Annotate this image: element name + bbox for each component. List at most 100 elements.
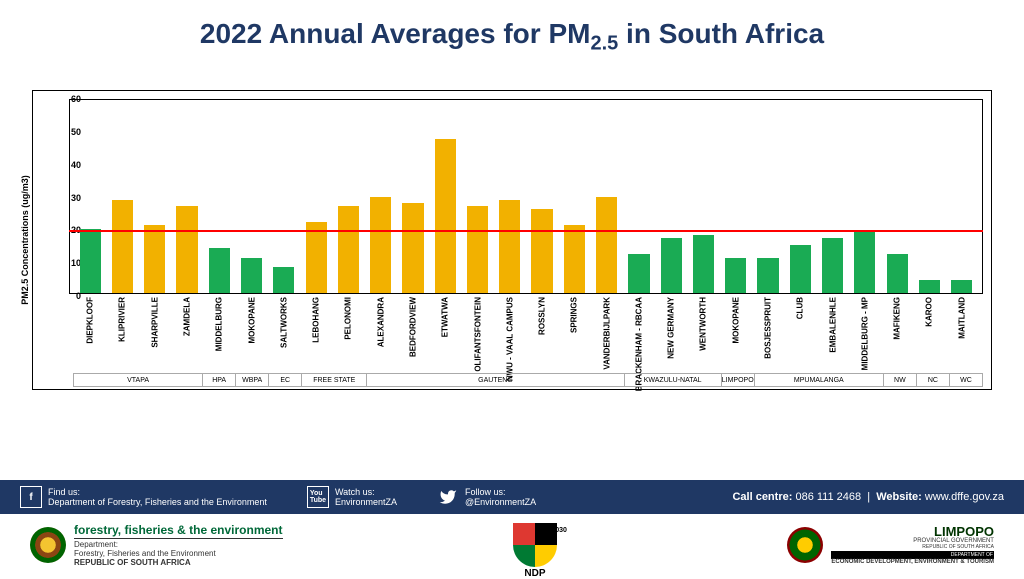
bar	[467, 206, 488, 293]
group-label: GAUTENG	[366, 373, 623, 387]
coat-of-arms-icon	[30, 527, 66, 563]
chart-container: PM2.5 Concentrations (ug/m3) 01020304050…	[32, 90, 992, 390]
contact-info: Call centre: 086 111 2468 | Website: www…	[732, 491, 1004, 503]
youtube-label: Watch us:	[335, 487, 397, 497]
reference-line	[69, 230, 983, 232]
x-tick-label: CLUB	[796, 297, 805, 319]
bar	[531, 209, 552, 293]
bar	[144, 225, 165, 293]
bar-slot: MIDDELBURG	[204, 100, 234, 293]
youtube-link[interactable]: YouTube Watch us: EnvironmentZA	[307, 486, 397, 508]
bar-slot: ALEXANDRA	[366, 100, 396, 293]
bar-slot: NEW GERMANY	[656, 100, 686, 293]
x-tick-label: PELONOMI	[344, 297, 353, 340]
x-tick-label: MAFIKENG	[893, 297, 902, 340]
x-tick-label: MIDDELBURG	[215, 297, 224, 351]
bar-slot: MAFIKENG	[882, 100, 912, 293]
group-label: KWAZULU-NATAL	[624, 373, 721, 387]
dept-title: forestry, fisheries & the environment	[74, 524, 283, 536]
bar	[887, 254, 908, 293]
bar-slot: PELONOMI	[333, 100, 363, 293]
bar	[951, 280, 972, 293]
ndp-icon: 2030	[513, 523, 557, 567]
facebook-link[interactable]: f Find us: Department of Forestry, Fishe…	[20, 486, 267, 508]
bar-slot: NWU - VAAL CAMPUS	[495, 100, 525, 293]
bar	[402, 203, 423, 293]
bar	[273, 267, 294, 293]
bar	[306, 222, 327, 293]
page-title: 2022 Annual Averages for PM2.5 in South …	[0, 0, 1024, 66]
x-tick-label: DIEPKLOOF	[86, 297, 95, 344]
bar-slot: CLUB	[785, 100, 815, 293]
x-tick-label: BOSJESSPRUIT	[764, 297, 773, 359]
group-label: WC	[949, 373, 983, 387]
limpopo-title: LIMPOPO	[831, 525, 994, 538]
x-tick-label: MAITLAND	[957, 297, 966, 339]
x-tick-label: MOKOPANE	[247, 297, 256, 344]
bar	[499, 200, 520, 293]
bar-slot: SHARPVILLE	[140, 100, 170, 293]
bar-slot: MIDDELBURG - MP	[850, 100, 880, 293]
bars-container: DIEPKLOOFKLIPRIVIERSHARPVILLEZAMDELAMIDD…	[70, 100, 982, 293]
bar	[435, 139, 456, 293]
bar	[757, 258, 778, 293]
x-tick-label: ROSSLYN	[538, 297, 547, 335]
bar	[854, 232, 875, 293]
x-tick-label: ZAMDELA	[182, 297, 191, 336]
bar-slot: BRACKENHAM - RBCAA	[624, 100, 654, 293]
bar	[564, 225, 585, 293]
ndp-label: NDP	[513, 568, 557, 579]
chart-plot-area: DIEPKLOOFKLIPRIVIERSHARPVILLEZAMDELAMIDD…	[69, 99, 983, 294]
bar	[80, 229, 101, 293]
x-tick-label: MIDDELBURG - MP	[860, 297, 869, 370]
x-tick-label: KLIPRIVIER	[118, 297, 127, 342]
bar-slot: ETWATWA	[430, 100, 460, 293]
x-tick-label: WENTWORTH	[699, 297, 708, 351]
group-axis: VTAPAHPAWBPAECFREE STATEGAUTENGKWAZULU-N…	[73, 373, 983, 387]
group-label: HPA	[202, 373, 235, 387]
footer-logos: forestry, fisheries & the environment De…	[0, 514, 1024, 576]
limpopo-crest-icon	[787, 527, 823, 563]
limpopo-sub2: REPUBLIC OF SOUTH AFRICA	[831, 544, 994, 550]
bar-slot: BOSJESSPRUIT	[753, 100, 783, 293]
bar-slot: MAITLAND	[947, 100, 977, 293]
bar-slot: BEDFORDVIEW	[398, 100, 428, 293]
facebook-icon: f	[20, 486, 42, 508]
bar	[628, 254, 649, 293]
x-tick-label: ALEXANDRA	[376, 297, 385, 347]
bar-slot: OLIFANTSFONTEIN	[462, 100, 492, 293]
twitter-link[interactable]: Follow us: @EnvironmentZA	[437, 486, 536, 508]
ndp-logo-block: 2030 NDP	[513, 523, 557, 567]
x-tick-label: LEBOHANG	[312, 297, 321, 343]
x-tick-label: SPRINGS	[570, 297, 579, 333]
bar	[919, 280, 940, 293]
bar-slot: ROSSLYN	[527, 100, 557, 293]
bar-slot: MOKOPANE	[236, 100, 266, 293]
group-label: LIMPOPO	[721, 373, 754, 387]
group-label: MPUMALANGA	[754, 373, 883, 387]
x-tick-label: SHARPVILLE	[150, 297, 159, 348]
bar-slot: KLIPRIVIER	[107, 100, 137, 293]
bar	[661, 238, 682, 293]
x-tick-label: VANDERBIJLPARK	[602, 297, 611, 370]
group-label: NW	[883, 373, 916, 387]
bar-slot: WENTWORTH	[688, 100, 718, 293]
bar-slot: SPRINGS	[559, 100, 589, 293]
bar-slot: KAROO	[914, 100, 944, 293]
x-tick-label: OLIFANTSFONTEIN	[473, 297, 482, 372]
bar	[112, 200, 133, 293]
x-tick-label: EMBALENHLE	[828, 297, 837, 353]
bar	[338, 206, 359, 293]
bar	[822, 238, 843, 293]
ndp-year: 2030	[551, 527, 567, 534]
footer-social-bar: f Find us: Department of Forestry, Fishe…	[0, 480, 1024, 514]
x-tick-label: NWU - VAAL CAMPUS	[505, 297, 514, 381]
bar-slot: ZAMDELA	[172, 100, 202, 293]
limpopo-logo-block: LIMPOPO PROVINCIAL GOVERNMENT REPUBLIC O…	[787, 525, 994, 565]
dept-sub2: Forestry, Fisheries and the Environment	[74, 549, 283, 558]
dept-logo-block: forestry, fisheries & the environment De…	[30, 524, 283, 567]
youtube-icon: YouTube	[307, 486, 329, 508]
bar	[241, 258, 262, 293]
bar-slot: SALTWORKS	[269, 100, 299, 293]
footer: f Find us: Department of Forestry, Fishe…	[0, 480, 1024, 576]
